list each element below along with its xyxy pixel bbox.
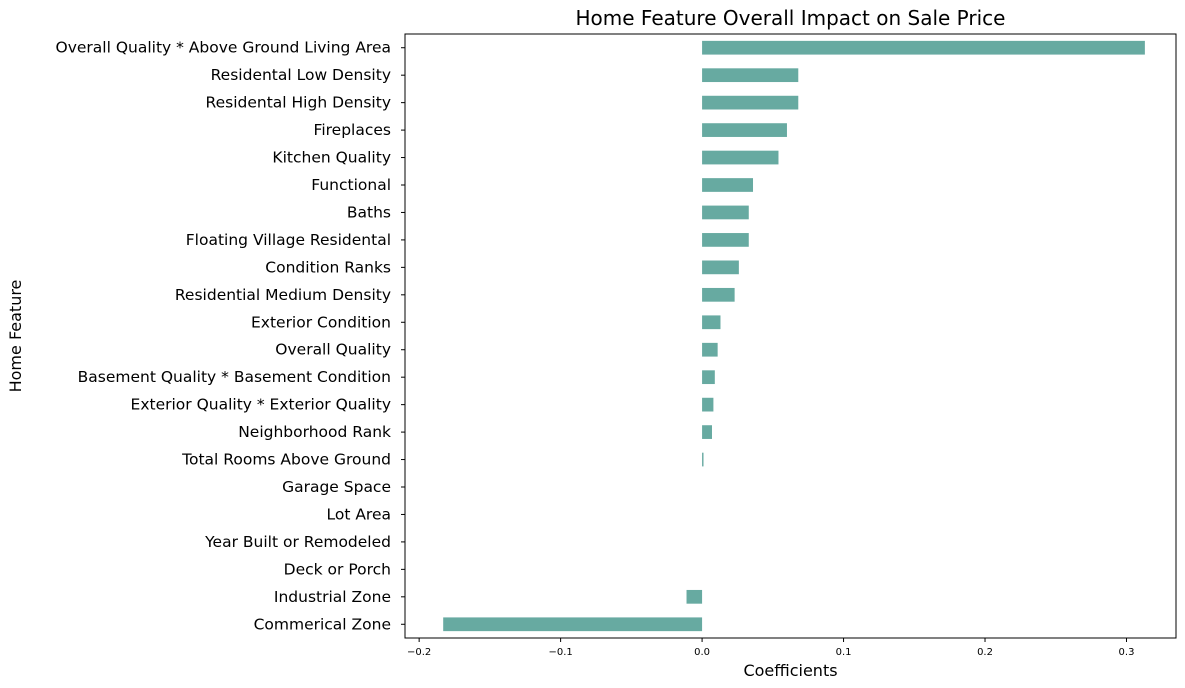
plot-frame	[404, 33, 1177, 639]
x-tick-label: −0.1	[548, 647, 572, 658]
category-label: Industrial Zone	[274, 588, 391, 606]
category-label: Lot Area	[326, 505, 391, 523]
bar	[702, 342, 718, 357]
bar	[686, 589, 703, 604]
y-axis-ticks: Overall Quality * Above Ground Living Ar…	[56, 39, 405, 633]
x-tick-label: 0.0	[694, 647, 710, 658]
x-tick-label: 0.1	[836, 647, 852, 658]
category-label: Residental Low Density	[211, 66, 391, 84]
bar	[702, 287, 735, 302]
category-label: Year Built or Remodeled	[204, 533, 391, 551]
bar	[702, 40, 1145, 55]
category-label: Functional	[311, 176, 391, 194]
category-label: Exterior Condition	[251, 313, 391, 331]
y-axis-label: Home Feature	[6, 280, 25, 393]
bar	[702, 425, 712, 439]
category-label: Total Rooms Above Ground	[181, 451, 391, 469]
bar	[702, 315, 721, 330]
bar	[702, 233, 749, 247]
bar	[702, 397, 714, 412]
category-label: Kitchen Quality	[272, 149, 391, 167]
category-label: Garage Space	[282, 478, 391, 496]
category-label: Basement Quality * Basement Condition	[78, 368, 391, 386]
bar	[443, 617, 703, 632]
x-tick-label: 0.3	[1119, 647, 1135, 658]
x-axis-ticks: −0.2 −0.1 0.0 0.1 0.2 0.3	[407, 638, 1134, 658]
category-label: Overall Quality * Above Ground Living Ar…	[56, 39, 392, 57]
category-label: Residental High Density	[206, 94, 391, 112]
chart-title: Home Feature Overall Impact on Sale Pric…	[576, 6, 1006, 30]
category-label: Residential Medium Density	[175, 286, 391, 304]
category-label: Fireplaces	[314, 121, 391, 139]
bar	[702, 370, 715, 385]
bar	[702, 95, 799, 110]
x-tick-label: 0.2	[977, 647, 993, 658]
bar	[702, 205, 749, 220]
bar	[702, 123, 787, 137]
category-label: Exterior Quality * Exterior Quality	[131, 396, 391, 414]
bars-group	[443, 40, 1145, 632]
category-label: Condition Ranks	[265, 258, 391, 276]
category-label: Overall Quality	[275, 341, 391, 359]
bar	[702, 452, 704, 467]
x-tick-label: −0.2	[407, 647, 431, 658]
bar	[702, 178, 754, 192]
category-label: Deck or Porch	[284, 560, 391, 578]
category-label: Floating Village Residental	[186, 231, 391, 249]
category-label: Commerical Zone	[254, 615, 391, 633]
bar	[702, 260, 739, 275]
bar	[702, 68, 799, 83]
bar	[702, 150, 779, 165]
category-label: Neighborhood Rank	[238, 423, 391, 441]
x-axis-label: Coefficients	[743, 661, 837, 680]
category-label: Baths	[347, 203, 391, 221]
